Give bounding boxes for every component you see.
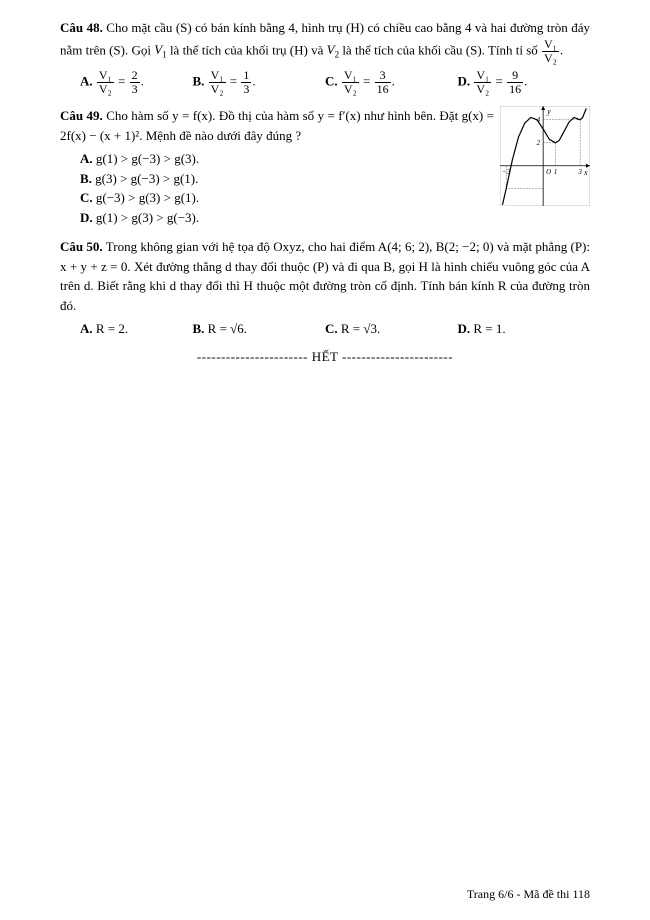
opt-label: C.	[325, 74, 338, 89]
q48-opt-b: B. V₁V₂ = 13.	[193, 69, 326, 96]
frac: V₁V₂	[342, 69, 359, 96]
opt-label: D.	[458, 74, 471, 89]
opt-text: R = 1.	[470, 321, 506, 336]
opt-label: D.	[458, 321, 471, 336]
sym-v: V	[327, 42, 335, 57]
q49-label: Câu 49.	[60, 108, 103, 123]
q50-opt-b: B. R = √6.	[193, 319, 326, 339]
q48-v2: V2	[327, 42, 339, 57]
q50-text: Trong không gian với hệ tọa độ Oxyz, cho…	[60, 239, 590, 313]
sym-v: V	[154, 42, 162, 57]
eq: =	[115, 74, 129, 89]
frac-num: V₁	[342, 69, 359, 83]
eq: =	[492, 74, 506, 89]
q49-options: A. g(1) > g(−3) > g(3). B. g(3) > g(−3) …	[60, 149, 494, 227]
frac-den: V₂	[209, 83, 226, 96]
q50-opt-c: C. R = √3.	[325, 319, 458, 339]
q48-opt-c: C. V₁V₂ = 316.	[325, 69, 458, 96]
frac-den: 3	[130, 83, 140, 96]
q48-opt-d: D. V₁V₂ = 916.	[458, 69, 591, 96]
frac: V₁V₂	[474, 69, 491, 96]
q49-body: Câu 49. Cho hàm số y = f(x). Đồ thị của …	[60, 106, 494, 227]
opt-text: g(1) > g(3) > g(−3).	[93, 210, 199, 225]
frac-den: 16	[507, 83, 523, 96]
question-50: Câu 50. Trong không gian với hệ tọa độ O…	[60, 237, 590, 339]
svg-text:4: 4	[537, 116, 541, 124]
q49-opt-a: A. g(1) > g(−3) > g(3).	[80, 149, 494, 169]
opt-text: g(−3) > g(3) > g(1).	[93, 190, 199, 205]
opt-text: R = √6.	[204, 321, 247, 336]
frac-num: V₁	[474, 69, 491, 83]
opt-label: B.	[193, 321, 205, 336]
frac-num: 3	[375, 69, 391, 83]
question-48: Câu 48. Cho mặt cầu (S) có bán kính bằng…	[60, 18, 590, 96]
opt-text: g(3) > g(−3) > g(1).	[92, 171, 198, 186]
frac-num: V₁	[542, 38, 559, 52]
frac-num: 9	[507, 69, 523, 83]
frac-num: V₁	[209, 69, 226, 83]
frac: V₁V₂	[209, 69, 226, 96]
q50-opt-a: A. R = 2.	[60, 319, 193, 339]
frac-num: V₁	[97, 69, 114, 83]
frac-num: 1	[241, 69, 251, 83]
q48-text-2: là thể tích của khối trụ (H) và	[167, 42, 327, 57]
opt-label: B.	[193, 74, 205, 89]
opt-label: C.	[80, 190, 93, 205]
svg-text:1: 1	[554, 168, 558, 176]
frac-den: V₂	[542, 52, 559, 65]
svg-text:x: x	[583, 168, 588, 177]
opt-text: R = √3.	[338, 321, 381, 336]
opt-text: g(1) > g(−3) > g(3).	[93, 151, 199, 166]
svg-text:3: 3	[577, 168, 582, 176]
opt-label: C.	[325, 321, 338, 336]
frac-den: V₂	[474, 83, 491, 96]
svg-text:O: O	[546, 168, 551, 176]
q48-text-3: là thể tích của khối cầu (S). Tính tỉ số	[339, 42, 541, 57]
opt-label: A.	[80, 321, 93, 336]
frac: 23	[130, 69, 140, 96]
frac: V₁V₂	[97, 69, 114, 96]
frac-den: V₂	[342, 83, 359, 96]
svg-text:2: 2	[537, 139, 541, 147]
q50-opt-d: D. R = 1.	[458, 319, 591, 339]
q48-opt-a: A. V₁V₂ = 23.	[60, 69, 193, 96]
q48-options: A. V₁V₂ = 23. B. V₁V₂ = 13. C. V₁V₂ = 31…	[60, 69, 590, 96]
question-49: Câu 49. Cho hàm số y = f(x). Đồ thị của …	[60, 106, 590, 227]
q48-ratio-frac: V₁ V₂	[542, 38, 559, 65]
frac: 13	[241, 69, 251, 96]
q49-opt-c: C. g(−3) > g(3) > g(1).	[80, 188, 494, 208]
exam-page: Câu 48. Cho mặt cầu (S) có bán kính bằng…	[0, 0, 650, 365]
opt-label: A.	[80, 74, 93, 89]
opt-label: A.	[80, 151, 93, 166]
svg-text:y: y	[546, 107, 551, 116]
end-marker: ----------------------- HẾT ------------…	[60, 349, 590, 365]
q48-v1: V1	[154, 42, 166, 57]
q49-graph: −3 1 3 2 4 Ox y	[500, 106, 590, 206]
frac-num: 2	[130, 69, 140, 83]
q49-opt-d: D. g(1) > g(3) > g(−3).	[80, 208, 494, 228]
eq: =	[227, 74, 241, 89]
page-footer: Trang 6/6 - Mã đề thi 118	[467, 887, 590, 902]
q50-options: A. R = 2. B. R = √6. C. R = √3. D. R = 1…	[60, 319, 590, 339]
frac-den: V₂	[97, 83, 114, 96]
frac: 316	[375, 69, 391, 96]
opt-label: B.	[80, 171, 92, 186]
q50-label: Câu 50.	[60, 239, 103, 254]
opt-label: D.	[80, 210, 93, 225]
opt-text: R = 2.	[93, 321, 129, 336]
q49-opt-b: B. g(3) > g(−3) > g(1).	[80, 169, 494, 189]
frac-den: 16	[375, 83, 391, 96]
frac: 916	[507, 69, 523, 96]
q49-text: Cho hàm số y = f(x). Đồ thị của hàm số y…	[60, 108, 494, 143]
frac-den: 3	[241, 83, 251, 96]
q48-label: Câu 48.	[60, 20, 103, 35]
graph-svg: −3 1 3 2 4 Ox y	[500, 106, 590, 206]
svg-text:−3: −3	[502, 168, 511, 176]
eq: =	[360, 74, 374, 89]
